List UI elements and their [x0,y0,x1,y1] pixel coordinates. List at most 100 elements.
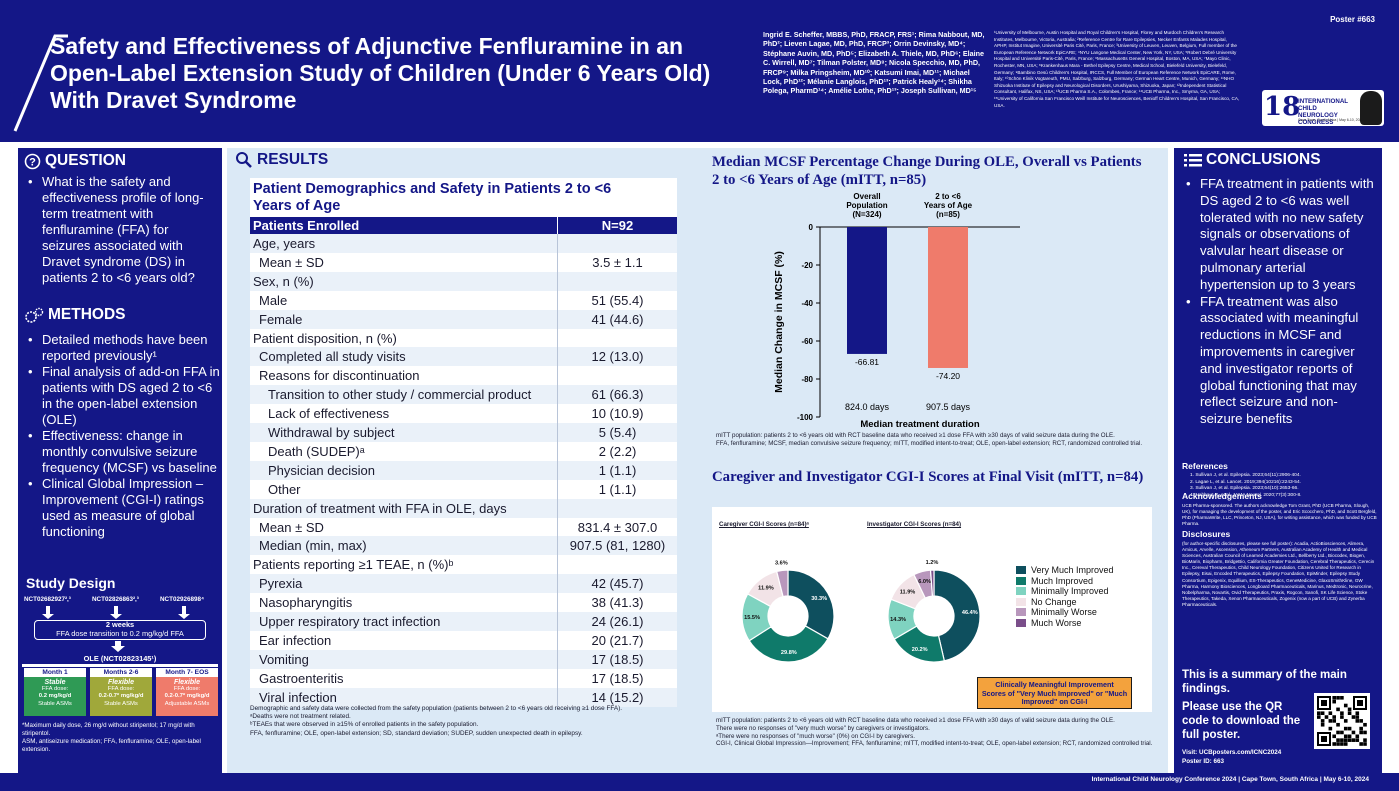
methods-list: Detailed methods have been reported prev… [20,332,220,540]
legend-item: Much Improved [1016,576,1146,587]
poster-id: Poster ID: 663 [1182,758,1224,765]
references-list: 1. Sullivan J, et al. Epilepsia. 2023;64… [1190,473,1302,498]
y-tick-label: -100 [797,413,814,422]
footer-text: International Child Neurology Conference… [1091,776,1369,783]
disclosures-heading: Disclosures [1182,529,1231,539]
author-list: Ingrid E. Scheffer, MBBS, PhD, FRACP, FR… [763,30,985,96]
cgi-note: mITT population: patients 2 to <6 years … [716,717,1153,748]
magnifier-icon [236,152,252,168]
table-row: Reasons for discontinuation [250,366,677,386]
legend-item: Very Much Improved [1016,565,1146,576]
table-row: Completed all study visits 12 (13.0) [250,347,677,367]
legend-swatch [1016,608,1026,617]
table-header-row: Patients Enrolled N=92 [250,217,677,234]
table-row: Pyrexia 42 (45.7) [250,574,677,594]
study-phases: Month 1 Stable FFA dose: 0.2 mg/kg/d Stable … [24,668,218,720]
category-label: (n=85) [936,210,960,219]
question-heading: ? QUESTION [24,152,126,170]
summary-text: This is a summary of the main findings. [1182,669,1347,695]
methods-heading: METHODS [24,306,126,324]
visit-link[interactable]: Visit: UCBposters.com/ICNC2024 [1182,749,1282,756]
pie-slice [933,569,981,662]
y-axis-label: Median Change in MCSF (%) [773,251,785,393]
caregiver-pie-title: Caregiver CGI-I Scores (n=84)ᵃ [719,521,809,528]
list-icon [1184,154,1202,167]
cgi-chart-panel: Caregiver CGI-I Scores (n=84)ᵃ Investiga… [712,507,1152,712]
table-row: Death (SUDEP)ᵃ 2 (2.2) [268,441,637,461]
category-label: Years of Age [924,201,973,210]
poster-number: Poster #663 [1330,15,1375,24]
table-row: Ear infection 20 (21.7) [259,630,644,650]
duration-label: 907.5 days [926,402,971,412]
acknowledgements-heading: Acknowledgements [1182,491,1262,501]
references-heading: References [1182,461,1228,471]
mcsf-chart-title: Median MCSF Percentage Change During OLE… [712,154,1142,188]
congress-logo: 18 INTERNATIONAL CHILD NEUROLOGY CONGRES… [1262,90,1384,126]
methods-item: Effectiveness: change in monthly convuls… [20,428,220,476]
pie-value-label: 29.8% [781,650,797,656]
table-row: Age, years [250,234,677,253]
table-row: Physician decision 1 (1.1) [250,460,677,480]
table-row: Sex, n (%) [250,271,677,291]
pie-value-label: 1.2% [926,560,939,566]
y-tick-label: -80 [801,375,813,384]
category-label: Overall [853,192,880,201]
legend-swatch [1016,587,1026,596]
gears-icon [25,307,44,323]
demographics-table: Patient Demographics and Safety in Patie… [250,178,677,707]
question-item: What is the safety and effectiveness pro… [20,174,220,286]
legend-swatch [1016,576,1026,585]
phase-box: Months 2-6 Flexible FFA dose: 0.2-0.7* mg/k… [90,668,152,718]
y-tick-label: -20 [801,261,813,270]
pie-value-label: 46.4% [962,610,978,616]
pie-slice [748,625,829,663]
methods-item: Detailed methods have been reported prev… [20,332,220,364]
phase-box: Month 7- EOS Flexible FFA dose: 0.2-0.7* mg… [156,668,218,718]
category-label: 2 to <6 [935,192,961,201]
methods-item: Clinical Global Impression – Improvement… [20,476,220,540]
svg-text:?: ? [29,156,36,168]
pie-value-label: 15.5% [744,615,760,621]
poster-header: Safety and Effectiveness of Adjunctive F… [0,0,1399,142]
acknowledgements-text: UCB Pharma-sponsored. The authors acknow… [1182,503,1377,527]
bar [847,227,887,354]
table-row: Mean ± SD 831.4 ± 307.0 [259,517,658,537]
disclosures-text: (for author-specific disclosures, please… [1182,541,1375,607]
affiliation-list: ¹University of Melbourne, Austin Hospita… [994,30,1240,108]
study-design-heading: Study Design [26,575,116,591]
legend-item: Minimally Improved [1016,586,1146,597]
table-row: Upper respiratory tract infection 24 (26.… [250,612,677,631]
pie-value-label: 6.0% [918,579,931,585]
header-slash-graphic [13,34,68,132]
table-row: Viral infection 14 (15.2) [250,687,677,707]
pie-value-label: 11.9% [900,590,916,596]
ole-label: OLE (NCT02823145¹) [83,654,157,663]
x-axis-label: Median treatment duration [860,419,979,430]
qr-code[interactable] [1314,693,1370,749]
results-heading: RESULTS [235,151,328,169]
conclusions-list: FFA treatment in patients with DS aged 2… [1178,176,1378,428]
clinically-meaningful-callout: Clinically Meaningful Improvement Scores… [977,677,1132,709]
legend-swatch [1016,566,1026,575]
mcsf-bar-chart: 0 -20 -40 -60 -80 -100 Median Change in MCSF (… [773,192,1020,430]
right-column: CONCLUSIONS FFA treatment in patients wi… [1174,148,1382,773]
study-design-footnote: *Maximum daily dose, 26 mg/d without sti… [22,722,201,753]
transition-box: 2 weeks FFA dose transition to 0.2 mg/kg… [34,620,206,640]
bar-value-label: -66.81 [855,357,879,367]
table-row: Gastroenteritis 17 (18.5) [259,668,644,688]
table-row: Transition to other study / commercial p… [250,385,677,405]
category-label: Population [846,201,887,210]
legend-item: Minimally Worse [1016,607,1146,618]
cgi-legend: Very Much Improved Much Improved Minimally… [1016,565,1146,628]
category-label: (N=324) [852,210,881,219]
table-row: Other 1 (1.1) [268,479,637,499]
table-row: Male 51 (55.4) [259,290,644,310]
cgi-pie-charts: 30.3% 29.8% 15.5% 11.9% 3.6% 46.4% 20.2% 14.3% 1… [741,560,981,663]
question-list: What is the safety and effectiveness pro… [20,174,220,286]
duration-label: 824.0 days [845,402,890,412]
pie-value-label: 20.2% [912,647,928,653]
y-tick-label: -60 [801,337,813,346]
table-row: Patients reporting ≥1 TEAE, n (%)ᵇ [250,555,677,575]
methods-item: Final analysis of add-on FFA in patients… [20,364,220,428]
table-row: Mean ± SD 3.5 ± 1.1 [259,252,643,272]
